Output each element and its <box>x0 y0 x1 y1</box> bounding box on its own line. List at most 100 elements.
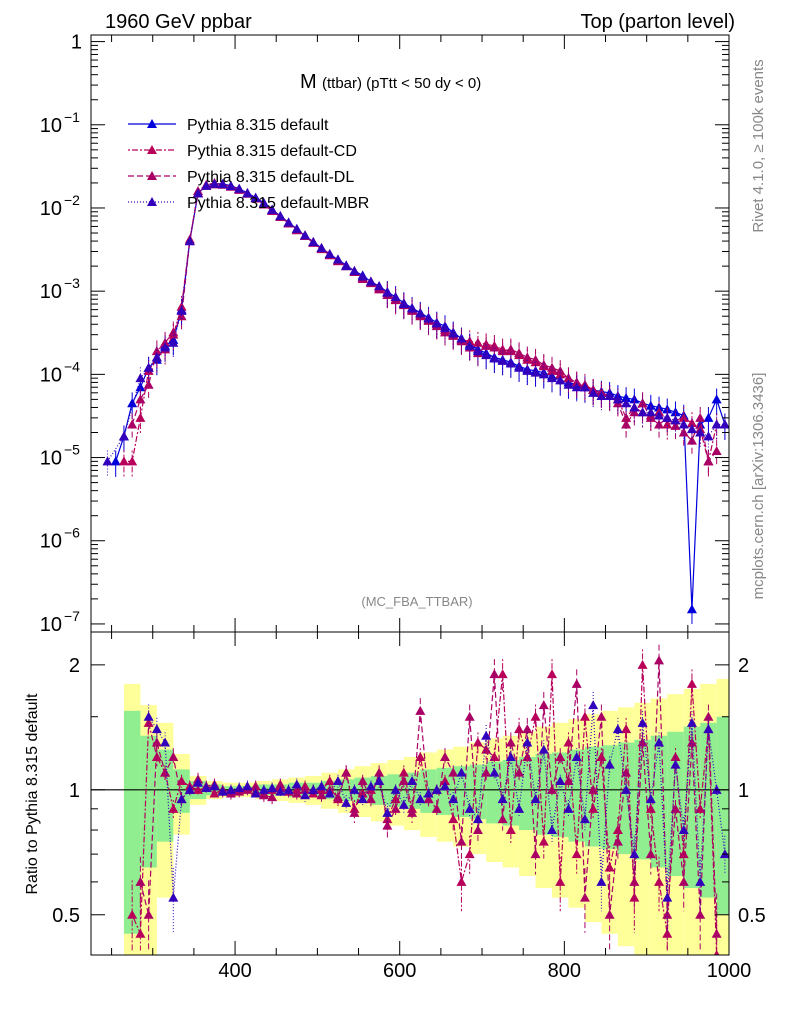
data-point <box>621 392 632 402</box>
ratio-point <box>143 717 154 727</box>
ratio-point <box>678 876 689 886</box>
ratio-point <box>514 724 525 734</box>
y-tick-label: 1 <box>71 32 82 54</box>
data-point <box>135 412 146 422</box>
ratio-point <box>225 784 236 794</box>
ratio-point <box>522 737 533 747</box>
y-tick-exponent: −2 <box>64 192 80 208</box>
ratio-y-axis: 0.5 0.5 1 1 2 2 <box>52 655 766 927</box>
ratio-point <box>390 784 401 794</box>
ratio-point <box>184 784 195 794</box>
ratio-point <box>481 767 492 777</box>
data-point <box>135 382 146 392</box>
ratio-point <box>489 751 500 761</box>
data-point <box>398 299 409 309</box>
ratio-point <box>135 876 146 886</box>
ratio-point <box>563 803 574 813</box>
ratio-point <box>654 655 665 665</box>
data-point <box>242 188 253 198</box>
band-bin <box>552 752 569 837</box>
ratio-point <box>538 836 549 846</box>
ratio-point <box>324 788 335 798</box>
ratio-point <box>604 909 615 919</box>
data-point <box>127 398 138 408</box>
data-point <box>612 394 623 404</box>
ratio-point <box>489 767 500 777</box>
data-point <box>423 313 434 323</box>
ratio-point <box>555 776 566 786</box>
ratio-point <box>283 784 294 794</box>
ratio-point <box>555 751 566 761</box>
ratio-point <box>390 794 401 804</box>
data-point <box>703 412 714 422</box>
ratio-point <box>637 737 648 747</box>
ratio-point <box>201 783 212 793</box>
ratio-point <box>596 876 607 886</box>
data-point <box>522 352 533 362</box>
ratio-point <box>711 928 722 938</box>
ratio-point <box>456 767 467 777</box>
ratio-point <box>505 737 516 747</box>
data-point <box>382 287 393 297</box>
ratio-point <box>448 767 459 777</box>
data-point <box>596 390 607 400</box>
data-point <box>258 198 269 208</box>
data-point <box>621 419 632 429</box>
data-point <box>629 402 640 412</box>
ratio-point <box>415 705 426 715</box>
data-point <box>472 337 483 347</box>
ratio-point <box>415 751 426 761</box>
data-point <box>151 346 162 356</box>
ratio-point <box>308 784 319 794</box>
ratio-point <box>456 836 467 846</box>
ratio-point <box>176 794 187 804</box>
ratio-point <box>176 776 187 786</box>
ratio-point <box>588 784 599 794</box>
ratio-point <box>547 825 558 835</box>
ratio-point <box>135 928 146 938</box>
ratio-point <box>579 814 590 824</box>
y-tick-exponent: −6 <box>64 525 80 541</box>
series-2 <box>127 177 722 477</box>
data-point <box>497 355 508 365</box>
data-point <box>481 350 492 360</box>
ratio-point <box>398 767 409 777</box>
ratio-point <box>662 928 673 938</box>
data-point <box>324 248 335 258</box>
ratio-point <box>415 794 426 804</box>
ratio-point <box>703 711 714 721</box>
data-point <box>160 337 171 347</box>
ratio-point <box>547 669 558 679</box>
data-point <box>300 230 311 240</box>
ratio-point <box>686 678 697 688</box>
ratio-point <box>530 711 541 721</box>
analysis-watermark: (MC_FBA_TTBAR) <box>361 594 472 609</box>
ratio-point <box>596 751 607 761</box>
ratio-point <box>497 669 508 679</box>
data-point <box>579 382 590 392</box>
data-point <box>332 254 343 264</box>
data-point <box>629 394 640 404</box>
ratio-panel-frame <box>90 631 730 956</box>
series-3 <box>102 178 729 477</box>
band-bin <box>683 726 701 889</box>
ratio-point <box>407 807 418 817</box>
ratio-point <box>332 776 343 786</box>
ratio-tick-label: 2 <box>69 655 80 677</box>
ratio-point <box>390 803 401 813</box>
data-point <box>127 419 138 429</box>
data-point <box>719 419 729 429</box>
ratio-point <box>382 807 393 817</box>
y-tick-label: 10 <box>40 531 62 553</box>
data-point <box>555 375 566 385</box>
ratio-point <box>505 825 516 835</box>
ratio-point <box>464 849 475 859</box>
data-point <box>547 362 558 372</box>
ratio-point <box>571 849 582 859</box>
data-point <box>217 179 228 189</box>
ratio-point <box>489 669 500 679</box>
data-point <box>695 412 706 422</box>
data-point <box>571 377 582 387</box>
ratio-point <box>514 803 525 813</box>
